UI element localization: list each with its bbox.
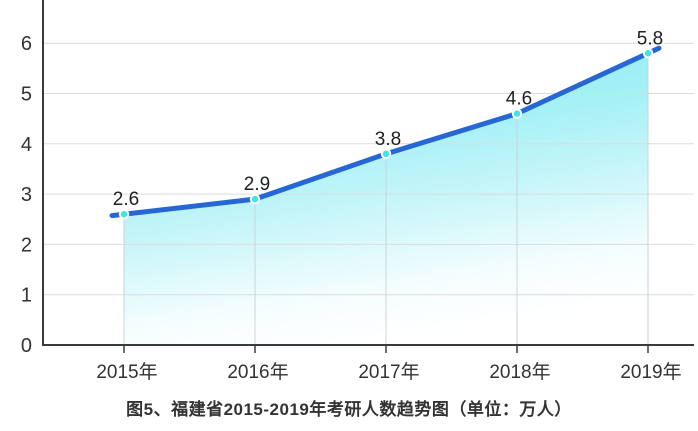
y-tick-label: 3	[21, 184, 32, 206]
data-point-label: 4.6	[506, 89, 532, 110]
y-tick-label: 4	[21, 134, 32, 156]
data-point-marker	[644, 50, 652, 57]
data-point-label: 3.8	[375, 129, 401, 150]
trend-chart: 2.6 2.9 3.8 4.6 5.8 0 1 2 3 4 5 6 2015年 2016年 2017年 201…	[21, 0, 694, 383]
x-tick-label: 2019年	[620, 361, 681, 383]
figure-caption: 图5、福建省2015-2019年考研人数趋势图（单位：万人）	[126, 400, 572, 419]
y-tick-label: 0	[21, 335, 32, 357]
data-point-marker	[382, 150, 390, 158]
y-tick-label: 5	[21, 84, 32, 106]
x-tick-label: 2017年	[358, 361, 419, 383]
y-tick-label: 1	[21, 285, 32, 307]
data-point-marker	[513, 110, 521, 117]
data-point-label: 5.8	[637, 28, 663, 49]
y-tick-label: 2	[21, 234, 32, 256]
data-point-label: 2.6	[113, 189, 139, 210]
x-tick-label: 2018年	[489, 361, 550, 383]
data-point-label: 2.9	[244, 174, 270, 195]
data-point-marker	[251, 195, 259, 203]
x-tick-label: 2015年	[96, 361, 157, 383]
data-point-marker	[120, 211, 128, 218]
x-tick-label: 2016年	[227, 361, 288, 383]
y-tick-label: 6	[21, 33, 32, 55]
